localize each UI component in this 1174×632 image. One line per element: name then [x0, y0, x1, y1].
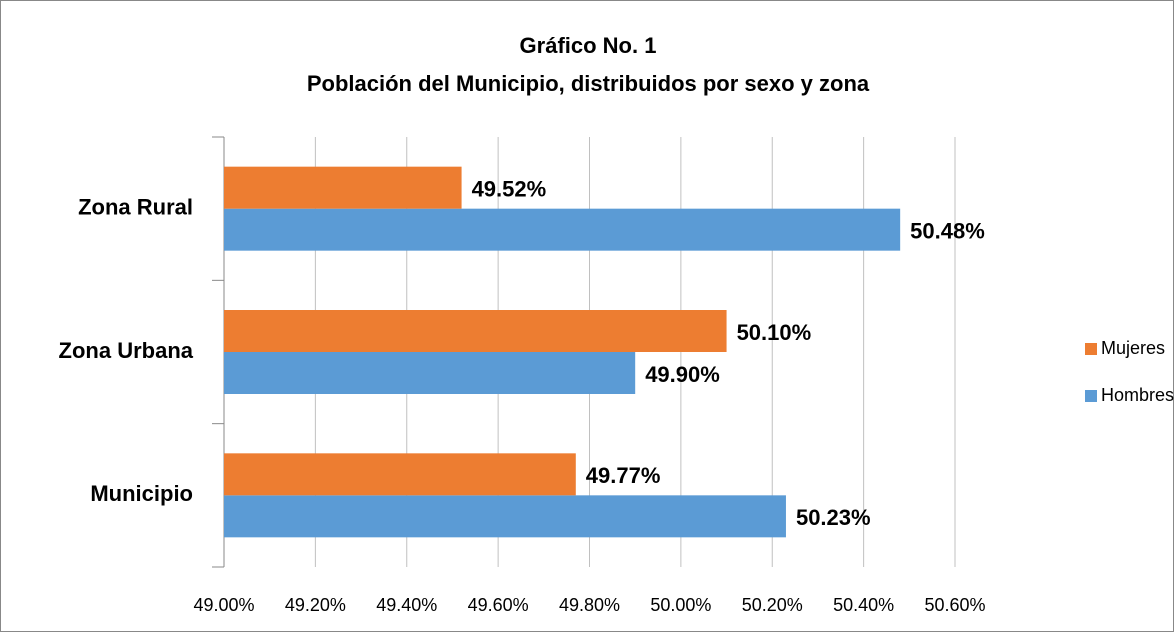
y-tick-label: Zona Urbana: [59, 338, 194, 363]
bar: [224, 166, 462, 209]
x-tick-label: 50.40%: [833, 595, 894, 615]
y-tick-label: Zona Rural: [78, 194, 193, 219]
bar: [224, 495, 786, 538]
bar: [224, 352, 636, 394]
x-tick-label: 50.60%: [924, 595, 985, 615]
chart-title: Gráfico No. 1: [520, 33, 657, 58]
value-label: 49.90%: [645, 362, 720, 387]
bar: [224, 310, 727, 352]
bar: [224, 208, 901, 251]
value-label: 50.10%: [737, 320, 812, 345]
x-tick-label: 50.20%: [742, 595, 803, 615]
legend-label: Hombres: [1101, 385, 1174, 405]
value-label: 50.23%: [796, 505, 871, 530]
bar: [224, 453, 576, 496]
value-label: 49.52%: [472, 176, 547, 201]
chart-subtitle: Población del Municipio, distribuidos po…: [307, 71, 870, 96]
x-tick-label: 49.60%: [468, 595, 529, 615]
legend-swatch: [1085, 390, 1097, 402]
x-tick-label: 50.00%: [650, 595, 711, 615]
x-tick-label: 49.40%: [376, 595, 437, 615]
value-label: 50.48%: [910, 218, 985, 243]
value-label: 49.77%: [586, 463, 661, 488]
x-tick-label: 49.80%: [559, 595, 620, 615]
x-tick-label: 49.00%: [193, 595, 254, 615]
legend-label: Mujeres: [1101, 338, 1165, 358]
legend-swatch: [1085, 343, 1097, 355]
x-tick-label: 49.20%: [285, 595, 346, 615]
y-tick-label: Municipio: [90, 481, 193, 506]
